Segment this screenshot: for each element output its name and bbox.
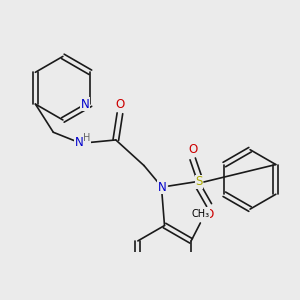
Text: CH₃: CH₃ (191, 209, 209, 219)
Text: N: N (81, 98, 90, 111)
Text: H: H (83, 134, 90, 143)
Text: S: S (195, 176, 203, 188)
Text: N: N (75, 136, 83, 149)
Text: O: O (205, 208, 214, 221)
Text: O: O (188, 143, 197, 156)
Text: O: O (115, 98, 124, 111)
Text: N: N (158, 181, 166, 194)
